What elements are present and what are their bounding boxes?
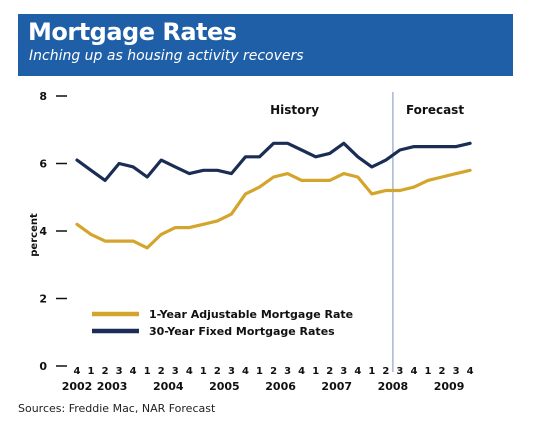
- x-tick-label: 1: [312, 366, 319, 377]
- x-tick-label: 3: [453, 366, 460, 377]
- series-lines: [75, 141, 472, 250]
- legend-label-2: 30-Year Fixed Mortgage Rates: [149, 325, 335, 338]
- y-tick-label: 0: [39, 360, 47, 373]
- x-tick-label: 1: [144, 366, 151, 377]
- x-tick-label: 4: [74, 366, 81, 377]
- source-note: Sources: Freddie Mac, NAR Forecast: [18, 402, 216, 415]
- legend-label-1: 1-Year Adjustable Mortgage Rate: [149, 308, 353, 321]
- x-year-label: 2008: [378, 380, 409, 393]
- x-tick-label: 4: [186, 366, 193, 377]
- x-tick-label: 3: [228, 366, 235, 377]
- x-year-label: 2006: [265, 380, 296, 393]
- x-tick-label: 4: [410, 366, 417, 377]
- x-tick-label: 2: [382, 366, 389, 377]
- x-tick-label: 4: [467, 366, 474, 377]
- annotation-forecast: Forecast: [406, 103, 464, 117]
- x-tick-label: 4: [354, 366, 361, 377]
- chart-subtitle: Inching up as housing activity recovers: [29, 48, 304, 64]
- x-tick-label: 2: [439, 366, 446, 377]
- x-year-label: 2003: [97, 380, 128, 393]
- x-tick-label: 4: [298, 366, 305, 377]
- x-tick-label: 1: [425, 366, 432, 377]
- x-tick-label: 3: [284, 366, 291, 377]
- chart-title: Mortgage Rates: [28, 18, 237, 46]
- x-year-label: 2009: [434, 380, 465, 393]
- x-tick-label: 2: [326, 366, 333, 377]
- x-year-label: 2002: [62, 380, 93, 393]
- x-tick-label: 2: [158, 366, 165, 377]
- y-tick-label: 8: [39, 90, 47, 103]
- y-tick-label: 4: [39, 225, 47, 238]
- x-tick-label: 3: [396, 366, 403, 377]
- y-axis: 0 2 4 6 8: [39, 90, 67, 373]
- x-tick-label: 2: [102, 366, 109, 377]
- series-line-2: [75, 141, 472, 182]
- x-tick-label: 1: [256, 366, 263, 377]
- x-year-label: 2004: [153, 380, 184, 393]
- annotation-history: History: [270, 103, 319, 117]
- y-tick-label: 6: [39, 158, 47, 171]
- x-tick-label: 4: [242, 366, 249, 377]
- x-tick-label: 3: [340, 366, 347, 377]
- legend: 1-Year Adjustable Mortgage Rate 30-Year F…: [92, 308, 353, 338]
- x-year-label: 2007: [321, 380, 352, 393]
- series-line-1: [75, 168, 472, 250]
- x-tick-label: 3: [172, 366, 179, 377]
- y-axis-label: percent: [29, 213, 40, 257]
- y-tick-label: 2: [39, 293, 47, 306]
- x-tick-label: 2: [214, 366, 221, 377]
- x-tick-label: 2: [270, 366, 277, 377]
- title-banner: Mortgage Rates Inching up as housing act…: [18, 14, 513, 76]
- x-tick-label: 3: [116, 366, 123, 377]
- x-tick-label: 1: [200, 366, 207, 377]
- annotations: History Forecast: [270, 103, 464, 117]
- x-tick-label: 1: [368, 366, 375, 377]
- x-tick-label: 1: [88, 366, 95, 377]
- x-year-label: 2005: [209, 380, 240, 393]
- x-tick-label: 4: [130, 366, 137, 377]
